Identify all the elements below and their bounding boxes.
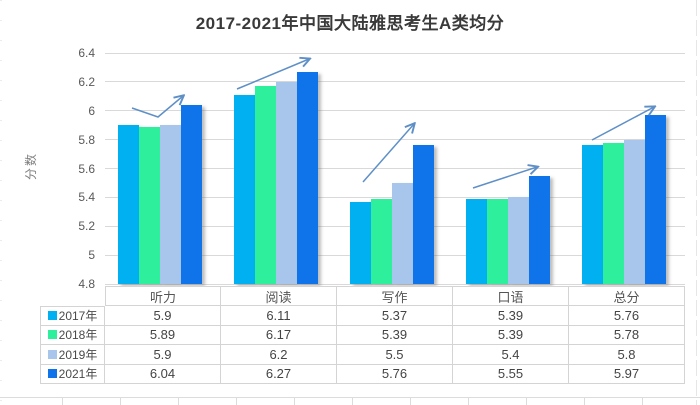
spreadsheet-column-tick	[642, 397, 643, 405]
y-tick-label-5.2: 5.2	[78, 219, 95, 234]
table-value-2017年-写作: 5.37	[337, 306, 453, 326]
bar-2018年-阅读	[255, 86, 276, 284]
bar-2021年-口语	[529, 175, 550, 284]
bar-2018年-写作	[371, 198, 392, 284]
bar-2021年-听力	[181, 105, 202, 284]
spreadsheet-gridline-right	[696, 0, 697, 405]
table-value-2021年-阅读: 6.27	[221, 364, 337, 384]
table-header-口语: 口语	[453, 286, 569, 306]
y-tick-label-5.6: 5.6	[78, 161, 95, 176]
y-tick-label-5.8: 5.8	[78, 132, 95, 147]
table-header-阅读: 阅读	[221, 286, 337, 306]
spreadsheet-column-tick	[294, 397, 295, 405]
table-value-2019年-听力: 5.9	[105, 345, 221, 365]
gridline-y-6.4	[105, 52, 685, 54]
spreadsheet-column-tick	[120, 397, 121, 405]
bar-2017年-总分	[582, 145, 603, 284]
table-value-2019年-阅读: 6.2	[221, 345, 337, 365]
spreadsheet-gridline-left	[0, 0, 2, 405]
spreadsheet-column-tick	[352, 397, 353, 405]
bar-2017年-听力	[118, 125, 139, 284]
table-header-听力: 听力	[105, 286, 221, 306]
table-value-2018年-阅读: 6.17	[221, 325, 337, 345]
bar-2019年-听力	[160, 125, 181, 284]
bar-2018年-口语	[487, 198, 508, 284]
legend-swatch-2017年	[47, 311, 57, 321]
spreadsheet-column-tick	[236, 397, 237, 405]
legend-item-2018年: 2018年	[40, 325, 105, 345]
y-tick-label-5: 5	[88, 248, 95, 263]
y-tick-label-6.2: 6.2	[78, 74, 95, 89]
bar-2019年-总分	[624, 139, 645, 284]
legend-swatch-2021年	[47, 369, 57, 379]
gridline-y-6	[105, 110, 685, 112]
bar-2018年-总分	[603, 142, 624, 284]
table-value-2018年-口语: 5.39	[453, 325, 569, 345]
table-header-写作: 写作	[337, 286, 453, 306]
table-value-2021年-写作: 5.76	[337, 364, 453, 384]
table-value-2017年-阅读: 6.11	[221, 306, 337, 326]
bar-2019年-口语	[508, 197, 529, 284]
bar-2021年-写作	[413, 145, 434, 284]
legend-swatch-2019年	[47, 349, 57, 359]
bar-2021年-总分	[645, 115, 666, 284]
table-value-2018年-写作: 5.39	[337, 325, 453, 345]
legend-item-2017年: 2017年	[40, 306, 105, 326]
spreadsheet-column-tick	[468, 397, 469, 405]
spreadsheet-column-tick	[526, 397, 527, 405]
table-value-2021年-听力: 6.04	[105, 364, 221, 384]
bar-2019年-写作	[392, 182, 413, 284]
legend-swatch-2018年	[47, 330, 57, 340]
y-tick-label-5.4: 5.4	[78, 190, 95, 205]
bar-2021年-阅读	[297, 71, 318, 284]
spreadsheet-column-tick	[410, 397, 411, 405]
table-value-2017年-总分: 5.76	[569, 306, 685, 326]
gridline-y-4.8	[105, 283, 685, 285]
table-value-2019年-口语: 5.4	[453, 345, 569, 365]
table-value-2018年-听力: 5.89	[105, 325, 221, 345]
bar-2019年-阅读	[276, 81, 297, 284]
bar-2017年-口语	[466, 198, 487, 284]
table-value-2019年-总分: 5.8	[569, 345, 685, 365]
legend-item-2019年: 2019年	[40, 345, 105, 365]
y-tick-label-6: 6	[88, 103, 95, 118]
chart-title: 2017-2021年中国大陆雅思考生A类均分	[195, 14, 505, 33]
legend-label-2021年: 2021年	[58, 367, 98, 382]
table-value-2017年-听力: 5.9	[105, 306, 221, 326]
spreadsheet-column-tick	[178, 397, 179, 405]
table-value-2019年-写作: 5.5	[337, 345, 453, 365]
table-value-2017年-口语: 5.39	[453, 306, 569, 326]
plot-area	[105, 52, 685, 285]
bar-2018年-听力	[139, 126, 160, 284]
legend-label-2017年: 2017年	[58, 309, 98, 324]
table-header-总分: 总分	[569, 286, 685, 306]
bar-2017年-阅读	[234, 94, 255, 284]
spreadsheet-column-tick	[584, 397, 585, 405]
legend-item-2021年: 2021年	[40, 364, 105, 384]
table-value-2021年-口语: 5.55	[453, 364, 569, 384]
bar-2017年-写作	[350, 201, 371, 284]
spreadsheet-gridline-bottom	[0, 397, 700, 398]
legend-label-2018年: 2018年	[58, 328, 98, 343]
table-value-2018年-总分: 5.78	[569, 325, 685, 345]
table-value-2021年-总分: 5.97	[569, 364, 685, 384]
y-tick-label-6.4: 6.4	[78, 46, 95, 60]
legend-label-2019年: 2019年	[58, 347, 98, 362]
y-tick-label-4.8: 4.8	[78, 277, 95, 291]
gridline-y-6.2	[105, 81, 685, 83]
spreadsheet-column-tick	[62, 397, 63, 405]
